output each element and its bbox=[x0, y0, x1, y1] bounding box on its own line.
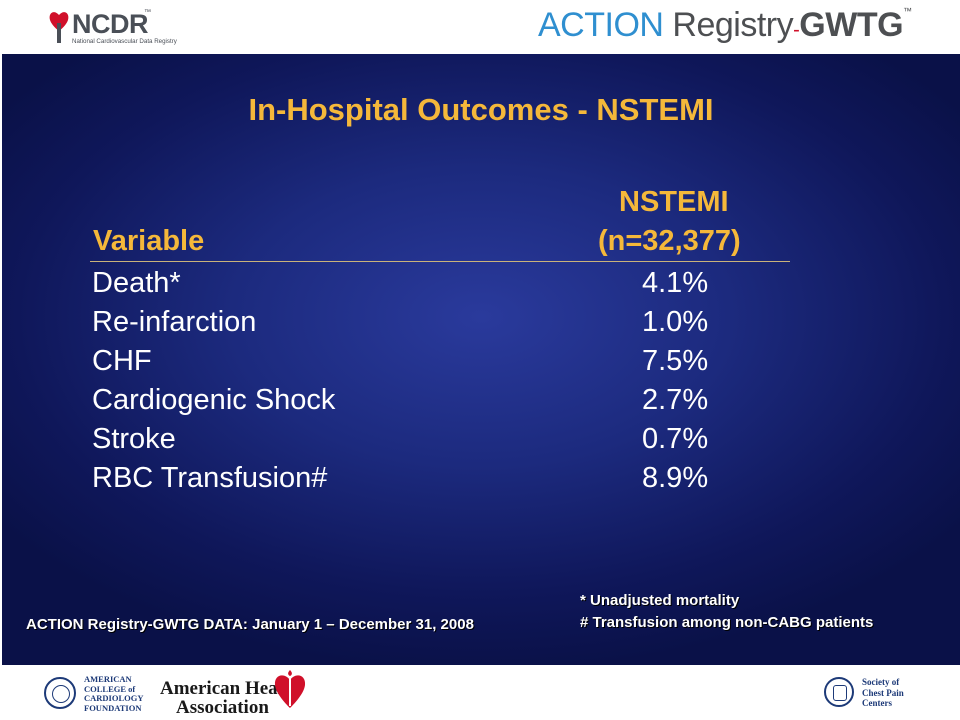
scpc-logo-text: Society of Chest Pain Centers bbox=[862, 677, 904, 709]
acc-line: COLLEGE of bbox=[84, 683, 136, 694]
acc-line: CARDIOLOGY bbox=[84, 693, 144, 703]
action-logo-action: ACTION bbox=[538, 6, 664, 44]
footer-bar: AMERICAN COLLEGE of CARDIOLOGY FOUNDATIO… bbox=[0, 665, 960, 720]
action-logo-registry: Registry bbox=[672, 6, 794, 44]
aha-line-2: Association bbox=[176, 697, 269, 718]
action-logo-gwtg: GWTG bbox=[799, 6, 904, 44]
row-value: 0.7% bbox=[642, 423, 709, 455]
acc-line: FOUNDATION bbox=[84, 702, 142, 713]
acc-line: AMERICAN bbox=[84, 674, 132, 684]
scpc-line: Centers bbox=[862, 698, 892, 708]
row-variable: Cardiogenic Shock bbox=[92, 384, 336, 416]
acc-logo-text: AMERICAN COLLEGE of CARDIOLOGY FOUNDATIO… bbox=[84, 674, 144, 713]
ncdr-wordmark: NCDR bbox=[72, 9, 149, 39]
row-variable: CHF bbox=[92, 345, 152, 377]
row-value: 1.0% bbox=[642, 306, 709, 338]
row-value: 2.7% bbox=[642, 384, 709, 416]
row-value: 4.1% bbox=[642, 267, 709, 299]
slide-title: In-Hospital Outcomes - NSTEMI bbox=[248, 92, 714, 127]
aha-heart-torch-icon bbox=[274, 670, 306, 708]
column-header-nstemi: NSTEMI bbox=[619, 186, 729, 218]
slide-body: In-Hospital Outcomes - NSTEMI NSTEMI Var… bbox=[2, 54, 960, 665]
ncdr-logo: NCDR ™ National Cardiovascular Data Regi… bbox=[48, 7, 177, 47]
scpc-logo: Society of Chest Pain Centers bbox=[824, 677, 934, 717]
ncdr-trademark: ™ bbox=[144, 9, 151, 16]
footnote-transfusion: # Transfusion among non-CABG patients bbox=[580, 614, 874, 631]
aha-line-1: American Heart bbox=[160, 678, 293, 699]
column-header-n: (n=32,377) bbox=[598, 225, 741, 257]
header-bar: NCDR ™ National Cardiovascular Data Regi… bbox=[0, 0, 960, 52]
row-variable: Re-infarction bbox=[92, 306, 257, 338]
row-value: 7.5% bbox=[642, 345, 709, 377]
column-header-variable: Variable bbox=[93, 225, 205, 257]
data-source-note: ACTION Registry-GWTG DATA: January 1 – D… bbox=[26, 616, 474, 633]
scpc-seal-icon bbox=[824, 677, 854, 707]
footnote-mortality: * Unadjusted mortality bbox=[580, 592, 740, 609]
row-variable: Stroke bbox=[92, 423, 176, 455]
scpc-line: Chest Pain bbox=[862, 687, 904, 698]
action-logo-trademark: ™ bbox=[903, 6, 912, 16]
ncdr-tagline: National Cardiovascular Data Registry bbox=[72, 38, 177, 45]
acc-foundation-logo: AMERICAN COLLEGE of CARDIOLOGY FOUNDATIO… bbox=[44, 674, 154, 715]
acc-seal-icon bbox=[44, 677, 76, 709]
row-value: 8.9% bbox=[642, 462, 709, 494]
row-variable: Death* bbox=[92, 267, 181, 299]
header-divider bbox=[90, 261, 790, 262]
ncdr-heart-icon bbox=[49, 12, 69, 43]
action-logo-dash-icon: - bbox=[793, 19, 800, 41]
row-variable: RBC Transfusion# bbox=[92, 462, 328, 494]
aha-logo-text: American Heart Association bbox=[160, 679, 292, 717]
scpc-line: Society of bbox=[862, 677, 900, 687]
action-registry-logo: ACTION Registry-GWTG™ bbox=[538, 6, 912, 45]
